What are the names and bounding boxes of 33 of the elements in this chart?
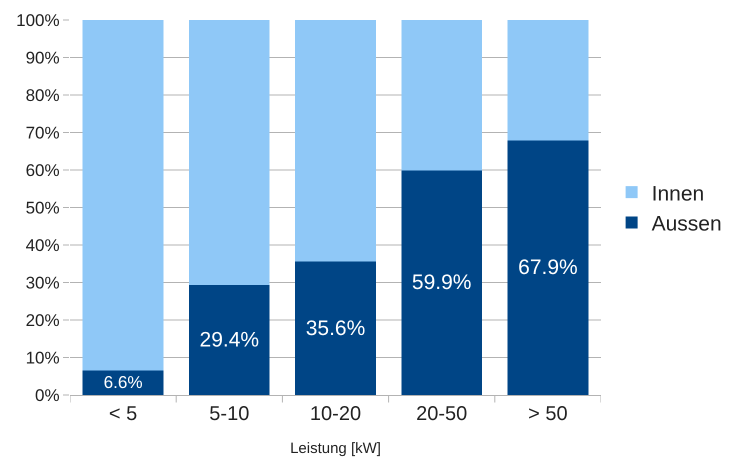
data-label: 6.6%	[104, 372, 143, 392]
x-axis-title: Leistung [kW]	[290, 440, 381, 457]
bar	[295, 262, 376, 395]
y-tick-label: 30%	[26, 273, 60, 292]
y-tick-label: 90%	[26, 48, 60, 68]
x-tick-label: < 5	[108, 403, 138, 425]
data-label: 59.9%	[412, 271, 472, 294]
y-tick-label: 60%	[26, 160, 60, 180]
y-tick-label: 100%	[16, 10, 60, 30]
bar	[82, 20, 164, 370]
data-label: 29.4%	[200, 328, 260, 352]
y-tick-label: 10%	[26, 348, 60, 368]
x-tick-label: 5-10	[209, 403, 250, 425]
x-tick-label: 10-20	[310, 403, 362, 425]
data-label: 67.9%	[518, 256, 578, 280]
y-tick-label: 20%	[26, 310, 60, 330]
bar	[508, 140, 588, 395]
legend-label: Innen	[652, 182, 704, 206]
x-tick-label: 20-50	[416, 403, 468, 425]
legend-label: Aussen	[652, 212, 722, 236]
bar	[401, 20, 482, 170]
bar	[401, 170, 482, 395]
x-tick-label: > 50	[528, 403, 568, 425]
y-tick-label: 80%	[26, 86, 60, 105]
y-tick-label: 70%	[26, 123, 60, 142]
bar	[508, 20, 588, 140]
y-tick-label: 50%	[26, 198, 60, 218]
data-label: 35.6%	[306, 316, 366, 340]
bar	[188, 284, 270, 395]
bar	[188, 20, 270, 285]
bar	[295, 20, 376, 262]
y-tick-label: 40%	[26, 236, 60, 255]
y-tick-label: 0%	[35, 386, 60, 405]
